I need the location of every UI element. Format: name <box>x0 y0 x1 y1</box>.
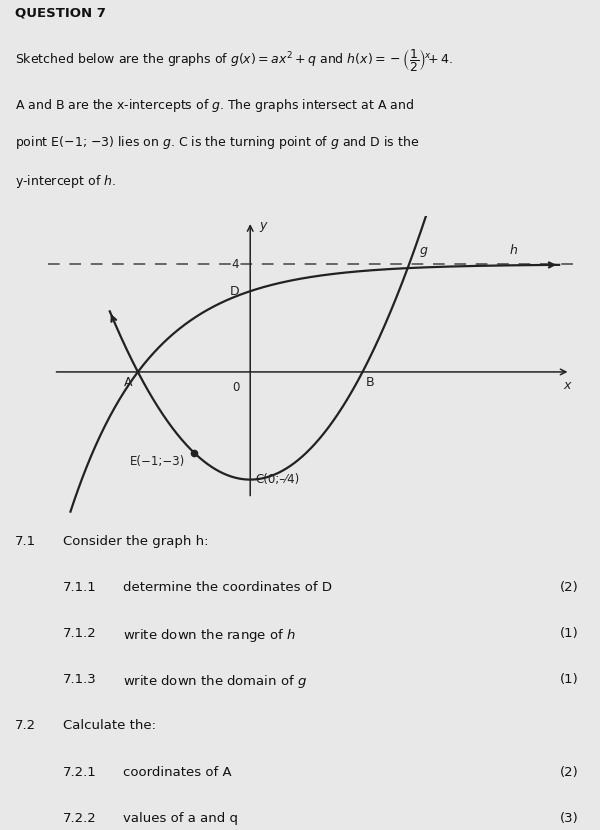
Text: 7.1: 7.1 <box>15 535 36 548</box>
Text: (1): (1) <box>560 627 579 640</box>
Text: Sketched below are the graphs of $g(x) = ax^2 + q$ and $h(x) = -\left(\dfrac{1}{: Sketched below are the graphs of $g(x) =… <box>15 47 454 74</box>
Text: $h$: $h$ <box>509 243 518 257</box>
Text: $x$: $x$ <box>563 379 573 393</box>
Text: y-intercept of $h$.: y-intercept of $h$. <box>15 173 116 189</box>
Text: QUESTION 7: QUESTION 7 <box>15 7 106 19</box>
Text: (1): (1) <box>560 673 579 686</box>
Text: $y$: $y$ <box>259 220 268 234</box>
Text: 0: 0 <box>233 381 240 394</box>
Text: point E(−1; −3) lies on $g$. C is the turning point of $g$ and D is the: point E(−1; −3) lies on $g$. C is the tu… <box>15 134 419 151</box>
Text: E(−1;−3): E(−1;−3) <box>130 456 185 468</box>
Text: B: B <box>365 376 374 389</box>
Text: write down the range of $h$: write down the range of $h$ <box>123 627 296 644</box>
Text: (2): (2) <box>560 765 579 779</box>
Text: Consider the graph h:: Consider the graph h: <box>63 535 209 548</box>
Text: 7.2.1: 7.2.1 <box>63 765 97 779</box>
Text: D: D <box>229 285 239 298</box>
Text: 7.2: 7.2 <box>15 720 36 732</box>
Text: $g$: $g$ <box>419 246 428 260</box>
Text: (3): (3) <box>560 812 579 824</box>
Text: C(0;–⁄4): C(0;–⁄4) <box>256 473 300 486</box>
Text: 7.1.1: 7.1.1 <box>63 581 97 594</box>
Text: 7.1.3: 7.1.3 <box>63 673 97 686</box>
Text: coordinates of A: coordinates of A <box>123 765 232 779</box>
Text: 7.2.2: 7.2.2 <box>63 812 97 824</box>
Text: A: A <box>124 376 132 389</box>
Text: A and B are the x-intercepts of $g$. The graphs intersect at A and: A and B are the x-intercepts of $g$. The… <box>15 97 414 114</box>
Text: 7.1.2: 7.1.2 <box>63 627 97 640</box>
Text: values of a and q: values of a and q <box>123 812 238 824</box>
Text: determine the coordinates of D: determine the coordinates of D <box>123 581 332 594</box>
Text: Calculate the:: Calculate the: <box>63 720 156 732</box>
Text: (2): (2) <box>560 581 579 594</box>
Text: write down the domain of $g$: write down the domain of $g$ <box>123 673 307 691</box>
Text: 4: 4 <box>232 258 239 271</box>
